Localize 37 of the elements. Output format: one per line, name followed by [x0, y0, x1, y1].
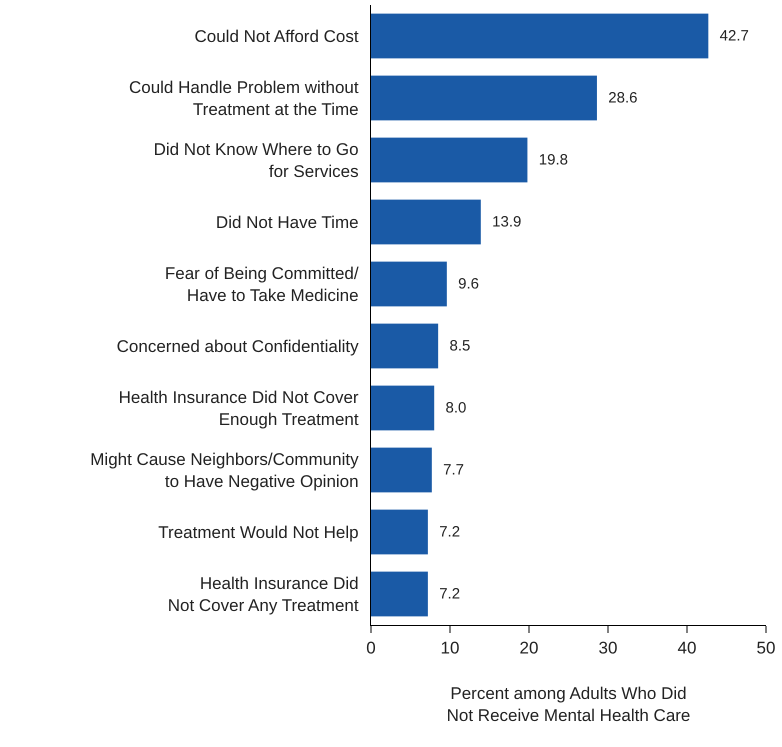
data-label: 7.7: [434, 462, 464, 478]
y-tick-label: Treatment Would Not Help: [158, 522, 359, 542]
x-tick-label: 10: [440, 638, 460, 658]
y-tick-label: Health Insurance Did Not Cover Enough Treatment: [118, 388, 359, 429]
y-tick-label: Concerned about Confidentiality: [116, 336, 360, 356]
data-label: 7.2: [430, 524, 460, 540]
x-tick-label: 20: [520, 638, 538, 658]
x-axis-title: Percent among Adults Who Did Not Receive Mental Health Care: [446, 684, 690, 725]
y-tick-label: Could Handle Problem without Treatment at the Time: [128, 78, 359, 119]
x-tick-label: 0: [366, 638, 376, 658]
bar: [371, 448, 432, 492]
y-tick-label: Fear of Being Committed/ Have to Take Medicine: [164, 264, 359, 305]
x-tick-label: 50: [756, 638, 776, 658]
y-tick-label: Could Not Afford Cost: [194, 26, 359, 46]
data-label: 13.9: [484, 214, 522, 230]
data-label: 8.5: [441, 338, 470, 354]
data-label: 42.7: [711, 28, 749, 44]
bar: [371, 262, 447, 306]
data-label: 7.2: [430, 586, 460, 602]
data-label: 19.8: [530, 152, 568, 168]
bar: [371, 138, 528, 182]
bar: [371, 510, 428, 554]
bar: [371, 14, 708, 58]
bar: [371, 386, 434, 430]
bar: [371, 324, 438, 368]
data-label: 28.6: [600, 90, 638, 106]
x-tick-label: 30: [598, 638, 618, 658]
data-label: 8.0: [437, 400, 466, 416]
y-tick-label: Did Not Know Where to Go for Services: [154, 140, 359, 181]
bar: [371, 200, 481, 244]
data-label: 9.6: [450, 276, 480, 292]
y-tick-label: Might Cause Neighbors/Community to Have Negative Opinion: [90, 450, 360, 491]
bar: [371, 76, 597, 120]
bar: [371, 572, 428, 616]
y-tick-label: Did Not Have Time: [216, 212, 359, 232]
x-tick-label: 40: [678, 638, 696, 658]
y-tick-label: Health Insurance Did Not Cover Any Treatment: [168, 574, 359, 615]
